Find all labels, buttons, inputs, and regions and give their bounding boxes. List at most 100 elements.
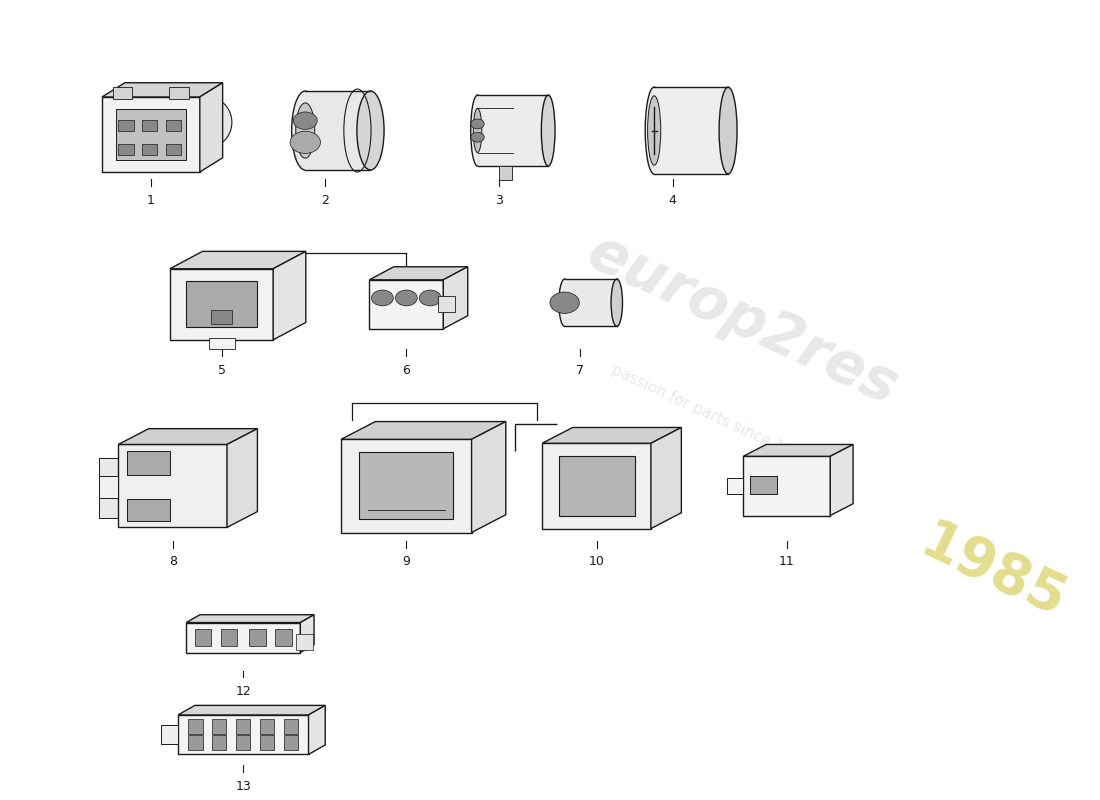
Bar xyxy=(161,726,178,744)
Bar xyxy=(166,144,182,155)
Circle shape xyxy=(471,119,484,129)
Circle shape xyxy=(396,290,417,306)
Bar xyxy=(260,735,274,750)
Circle shape xyxy=(294,112,317,130)
Bar xyxy=(188,735,202,750)
Ellipse shape xyxy=(541,95,556,166)
Text: europ2res: europ2res xyxy=(580,223,908,417)
Polygon shape xyxy=(119,445,227,527)
Polygon shape xyxy=(744,445,854,456)
Circle shape xyxy=(372,290,394,306)
Text: 11: 11 xyxy=(779,555,794,569)
Bar xyxy=(126,499,170,522)
Bar xyxy=(236,735,251,750)
Bar xyxy=(499,166,513,180)
Polygon shape xyxy=(472,422,506,533)
Text: passion for parts since 1985: passion for parts since 1985 xyxy=(609,362,812,467)
Bar xyxy=(169,86,189,98)
Bar xyxy=(142,144,157,155)
Bar xyxy=(166,120,182,131)
Bar xyxy=(195,630,211,646)
Bar xyxy=(116,109,186,160)
Bar xyxy=(212,719,227,734)
Bar xyxy=(212,735,227,750)
Bar xyxy=(126,451,170,475)
Polygon shape xyxy=(727,478,744,494)
Ellipse shape xyxy=(292,91,319,170)
Polygon shape xyxy=(200,82,222,172)
Bar xyxy=(221,630,238,646)
Bar xyxy=(119,120,133,131)
Polygon shape xyxy=(102,82,222,97)
Text: 9: 9 xyxy=(403,555,410,569)
Text: 6: 6 xyxy=(403,363,410,377)
Ellipse shape xyxy=(190,98,232,146)
Bar xyxy=(113,86,132,98)
Polygon shape xyxy=(273,251,306,340)
Ellipse shape xyxy=(648,96,661,166)
Bar xyxy=(188,719,202,734)
Bar xyxy=(750,477,777,494)
Bar xyxy=(284,735,298,750)
Polygon shape xyxy=(99,477,119,498)
Text: 1: 1 xyxy=(147,194,155,206)
Polygon shape xyxy=(308,706,326,754)
Polygon shape xyxy=(169,269,273,340)
Ellipse shape xyxy=(473,109,482,153)
Bar xyxy=(559,456,635,516)
Polygon shape xyxy=(744,456,830,515)
Bar xyxy=(438,296,455,312)
Ellipse shape xyxy=(612,279,623,326)
Text: 5: 5 xyxy=(218,363,226,377)
Circle shape xyxy=(419,290,441,306)
Polygon shape xyxy=(542,443,651,529)
Polygon shape xyxy=(443,266,468,329)
Bar xyxy=(275,630,292,646)
Bar xyxy=(654,87,728,174)
Bar xyxy=(296,634,314,650)
Bar xyxy=(260,719,274,734)
Bar xyxy=(360,452,453,519)
Circle shape xyxy=(550,292,580,314)
Ellipse shape xyxy=(296,103,315,158)
Ellipse shape xyxy=(719,87,737,174)
Bar xyxy=(119,144,133,155)
Polygon shape xyxy=(830,445,854,515)
Polygon shape xyxy=(178,715,308,754)
Bar xyxy=(211,310,232,324)
Polygon shape xyxy=(227,429,257,527)
Text: 2: 2 xyxy=(321,194,329,206)
Text: 4: 4 xyxy=(669,194,676,206)
Ellipse shape xyxy=(356,91,384,170)
Bar xyxy=(250,630,265,646)
Circle shape xyxy=(471,132,484,142)
Text: 1985: 1985 xyxy=(912,516,1075,630)
Polygon shape xyxy=(169,251,306,269)
Bar xyxy=(564,279,617,326)
Bar xyxy=(236,719,251,734)
Polygon shape xyxy=(370,280,443,329)
Polygon shape xyxy=(370,266,468,280)
Text: 13: 13 xyxy=(235,780,251,793)
Polygon shape xyxy=(341,439,472,533)
Polygon shape xyxy=(651,427,681,529)
Text: 10: 10 xyxy=(588,555,605,569)
Polygon shape xyxy=(119,429,257,445)
Polygon shape xyxy=(341,422,506,439)
Bar xyxy=(284,719,298,734)
Polygon shape xyxy=(186,614,315,622)
Text: 3: 3 xyxy=(495,194,503,206)
Polygon shape xyxy=(178,706,326,715)
Ellipse shape xyxy=(559,279,570,326)
Polygon shape xyxy=(300,614,315,653)
Text: 12: 12 xyxy=(235,685,251,698)
Ellipse shape xyxy=(471,95,484,166)
Text: 8: 8 xyxy=(168,555,177,569)
Bar xyxy=(209,338,234,350)
Text: 7: 7 xyxy=(576,363,584,377)
Polygon shape xyxy=(102,97,200,172)
Polygon shape xyxy=(186,622,300,653)
Circle shape xyxy=(290,131,320,154)
Bar xyxy=(142,120,157,131)
Bar xyxy=(306,91,371,170)
